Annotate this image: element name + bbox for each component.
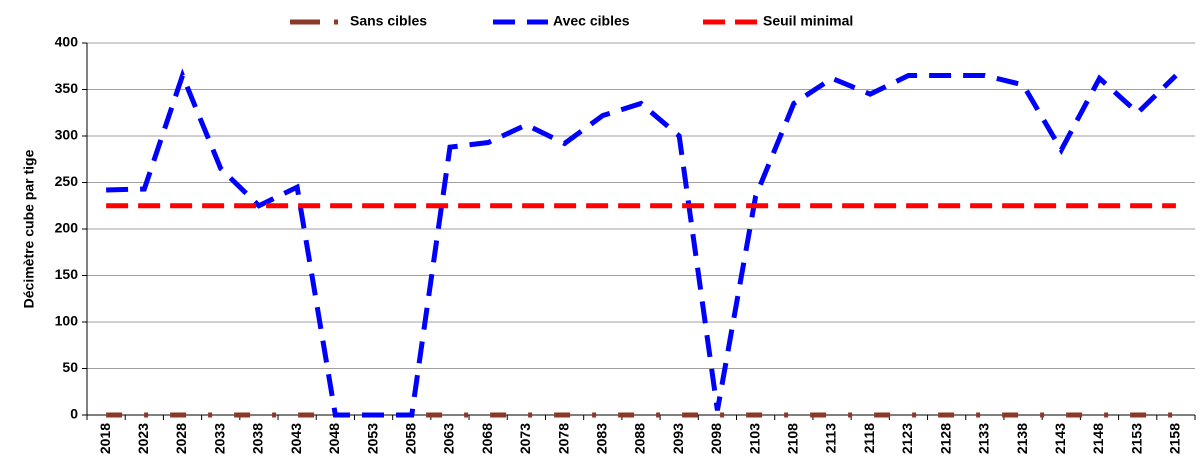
x-tick-label: 2083 bbox=[593, 423, 609, 454]
x-tick-label: 2133 bbox=[976, 423, 992, 454]
x-tick-label: 2128 bbox=[937, 423, 953, 454]
x-tick-label: 2043 bbox=[288, 423, 304, 454]
x-tick-label: 2058 bbox=[402, 423, 418, 454]
y-tick-label: 50 bbox=[62, 359, 78, 375]
x-tick-label: 2098 bbox=[708, 423, 724, 454]
x-tick-label: 2123 bbox=[899, 423, 915, 454]
y-tick-label: 300 bbox=[55, 127, 79, 143]
x-tick-label: 2158 bbox=[1167, 423, 1183, 454]
legend-label: Sans cibles bbox=[350, 13, 427, 29]
y-tick-label: 0 bbox=[70, 406, 78, 422]
x-tick-label: 2143 bbox=[1052, 423, 1068, 454]
y-tick-label: 350 bbox=[55, 80, 79, 96]
x-tick-label: 2033 bbox=[211, 423, 227, 454]
y-tick-label: 150 bbox=[55, 266, 79, 282]
x-tick-label: 2028 bbox=[173, 423, 189, 454]
x-tick-label: 2023 bbox=[135, 423, 151, 454]
x-tick-label: 2073 bbox=[517, 423, 533, 454]
y-tick-label: 200 bbox=[55, 220, 79, 236]
y-tick-label: 400 bbox=[55, 34, 79, 50]
x-tick-label: 2108 bbox=[785, 423, 801, 454]
x-tick-label: 2068 bbox=[479, 423, 495, 454]
x-tick-label: 2153 bbox=[1128, 423, 1144, 454]
x-tick-label: 2103 bbox=[746, 423, 762, 454]
x-tick-label: 2048 bbox=[326, 423, 342, 454]
x-tick-label: 2018 bbox=[97, 423, 113, 454]
legend-label: Seuil minimal bbox=[763, 13, 853, 29]
x-tick-label: 2138 bbox=[1014, 423, 1030, 454]
y-tick-label: 250 bbox=[55, 173, 79, 189]
x-tick-label: 2093 bbox=[670, 423, 686, 454]
y-tick-label: 100 bbox=[55, 313, 79, 329]
x-tick-label: 2113 bbox=[823, 423, 839, 454]
x-tick-label: 2078 bbox=[555, 423, 571, 454]
legend-label: Avec cibles bbox=[553, 13, 630, 29]
series-line bbox=[106, 68, 1178, 418]
y-axis-label: Décimètre cube par tige bbox=[21, 149, 37, 308]
x-tick-label: 2038 bbox=[250, 423, 266, 454]
x-tick-label: 2053 bbox=[364, 423, 380, 454]
x-tick-label: 2088 bbox=[632, 423, 648, 454]
x-tick-label: 2118 bbox=[861, 423, 877, 454]
x-tick-label: 2148 bbox=[1090, 423, 1106, 454]
x-tick-label: 2063 bbox=[441, 423, 457, 454]
